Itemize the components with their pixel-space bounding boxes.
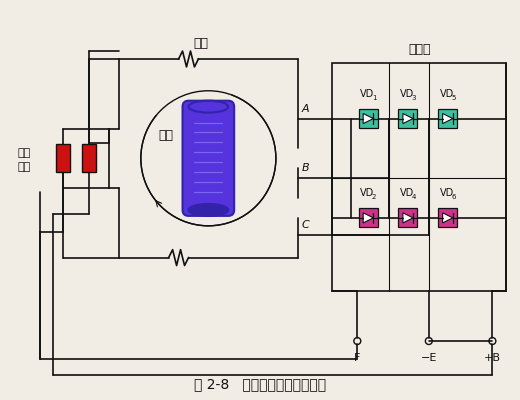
Polygon shape bbox=[403, 213, 413, 223]
Bar bbox=[398, 208, 418, 228]
Text: VD: VD bbox=[439, 188, 454, 198]
Text: 转子: 转子 bbox=[158, 129, 173, 142]
Polygon shape bbox=[443, 114, 453, 124]
Text: +B: +B bbox=[484, 353, 501, 363]
Bar bbox=[82, 144, 96, 172]
Text: C: C bbox=[302, 220, 309, 230]
Polygon shape bbox=[403, 114, 413, 124]
Text: 4: 4 bbox=[412, 194, 416, 200]
Polygon shape bbox=[363, 114, 373, 124]
Text: VD: VD bbox=[439, 89, 454, 99]
Text: 2: 2 bbox=[372, 194, 376, 200]
Bar bbox=[57, 144, 70, 172]
Text: 1: 1 bbox=[372, 95, 376, 101]
Text: F: F bbox=[354, 353, 360, 363]
Text: VD: VD bbox=[360, 188, 374, 198]
Text: 6: 6 bbox=[451, 194, 456, 200]
Text: 图 2-8   交流发电机工作原理图: 图 2-8 交流发电机工作原理图 bbox=[194, 377, 326, 391]
Text: VD: VD bbox=[400, 188, 414, 198]
FancyBboxPatch shape bbox=[183, 101, 234, 216]
Text: 电刷: 电刷 bbox=[17, 162, 30, 172]
Bar bbox=[359, 208, 378, 228]
Text: VD: VD bbox=[360, 89, 374, 99]
Text: −E: −E bbox=[421, 353, 437, 363]
Text: B: B bbox=[302, 163, 309, 173]
Polygon shape bbox=[363, 213, 373, 223]
Text: 整流器: 整流器 bbox=[408, 42, 431, 56]
Bar bbox=[438, 208, 457, 228]
Text: 5: 5 bbox=[451, 95, 456, 101]
Bar bbox=[438, 109, 457, 128]
Ellipse shape bbox=[189, 101, 228, 113]
Text: 定子: 定子 bbox=[193, 36, 208, 50]
Polygon shape bbox=[443, 213, 453, 223]
Bar bbox=[398, 109, 418, 128]
Bar bbox=[332, 63, 506, 291]
Ellipse shape bbox=[189, 204, 228, 216]
Text: VD: VD bbox=[400, 89, 414, 99]
Text: A: A bbox=[302, 104, 309, 114]
Text: 3: 3 bbox=[412, 95, 416, 101]
Bar bbox=[359, 109, 378, 128]
Text: 滑环: 滑环 bbox=[17, 148, 30, 158]
